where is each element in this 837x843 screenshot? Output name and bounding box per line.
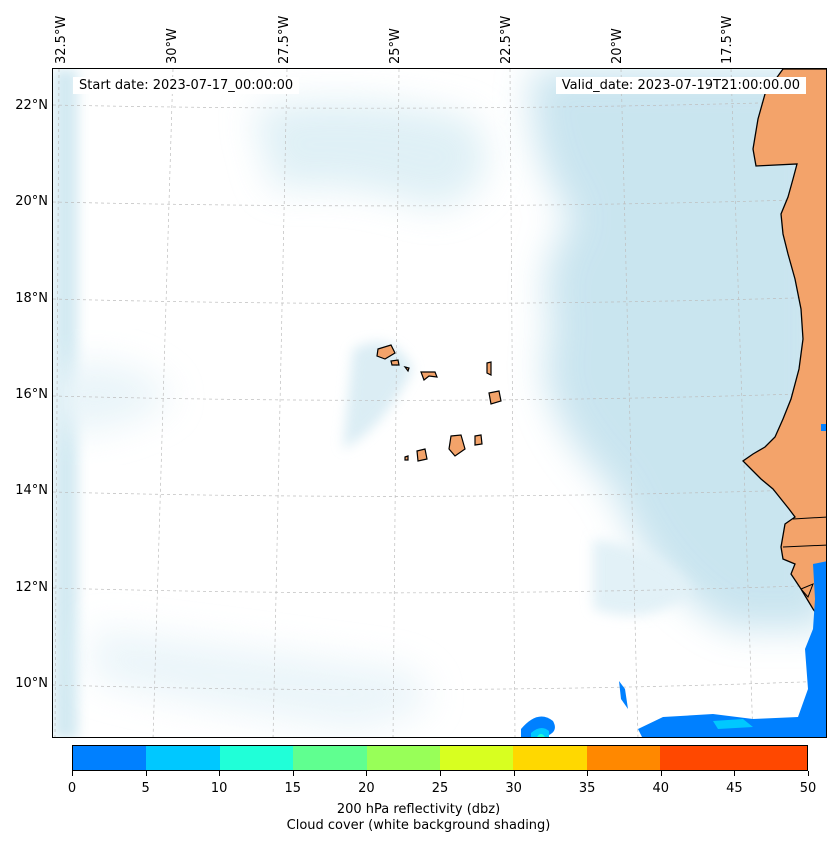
colorbar-segment [660, 746, 734, 770]
colorbar-tick [366, 771, 368, 776]
colorbar-tick [72, 771, 73, 776]
colorbar-tick [587, 771, 589, 776]
colorbar-tick [292, 771, 294, 776]
latitude-label: 14°N [15, 483, 48, 498]
colorbar-tick-label: 50 [799, 781, 817, 796]
latitude-label: 22°N [15, 98, 48, 113]
colorbar-tick-label: 40 [652, 781, 670, 796]
colorbar-tick-label: 30 [505, 781, 522, 796]
colorbar-tick-label: 15 [284, 781, 302, 796]
reflectivity-colorbar [72, 745, 808, 771]
colorbar-segment [73, 746, 147, 770]
latitude-label: 18°N [15, 291, 48, 306]
colorbar-segment [440, 746, 514, 770]
colorbar-segment [146, 746, 220, 770]
colorbar-label: 200 hPa reflectivity (dbz) [336, 802, 501, 817]
casamance-coast [782, 544, 826, 548]
start-date-label: Start date: 2023-07-17_00:00:00 [73, 77, 300, 94]
colorbar-tick [734, 771, 736, 776]
gambia-river [792, 516, 826, 520]
longitude-label: 22.5°W [499, 15, 514, 64]
colorbar-tick-label: 25 [431, 781, 449, 796]
longitude-label: 20°W [610, 28, 625, 64]
latitude-label: 20°N [15, 194, 48, 209]
latitude-label: 16°N [15, 387, 48, 402]
colorbar-segment [219, 746, 294, 770]
colorbar-tick [808, 771, 809, 776]
latitude-label: 12°N [15, 580, 48, 595]
colorbar-segment [513, 746, 587, 770]
colorbar-tick [513, 771, 515, 776]
longitude-label: 25°W [388, 28, 403, 64]
colorbar-segment [366, 746, 441, 770]
longitude-label: 17.5°W [720, 15, 735, 64]
longitude-label: 32.5°W [54, 15, 69, 64]
colorbar-segment [293, 746, 367, 770]
cape-verde-islands [376, 344, 502, 462]
colorbar-sublabel: Cloud cover (white background shading) [286, 818, 551, 833]
colorbar-tick [145, 771, 147, 776]
cloud-cover-shading [53, 69, 826, 737]
graticule [53, 69, 826, 737]
colorbar-tick [660, 771, 662, 776]
colorbar-segment [733, 746, 808, 770]
valid-date-label: Valid_date: 2023-07-19T21:00:00.00 [555, 77, 806, 94]
colorbar-tick-label: 45 [726, 781, 743, 796]
latitude-label: 10°N [15, 676, 48, 691]
map-panel: Start date: 2023-07-17_00:00:00 Valid_da… [52, 68, 827, 738]
longitude-label: 27.5°W [277, 15, 292, 64]
africa-landmass [741, 69, 826, 628]
colorbar-tick-label: 10 [210, 781, 228, 796]
colorbar-tick [219, 771, 221, 776]
map-canvas [53, 69, 826, 737]
longitude-label: 30°W [165, 28, 180, 64]
colorbar-tick-label: 20 [358, 781, 375, 796]
colorbar-tick-label: 35 [578, 781, 596, 796]
colorbar-tick-label: 0 [67, 781, 77, 796]
colorbar-tick-label: 5 [141, 781, 150, 796]
reflectivity-shading [521, 424, 826, 737]
colorbar-segment [586, 746, 661, 770]
colorbar-tick [440, 771, 441, 776]
